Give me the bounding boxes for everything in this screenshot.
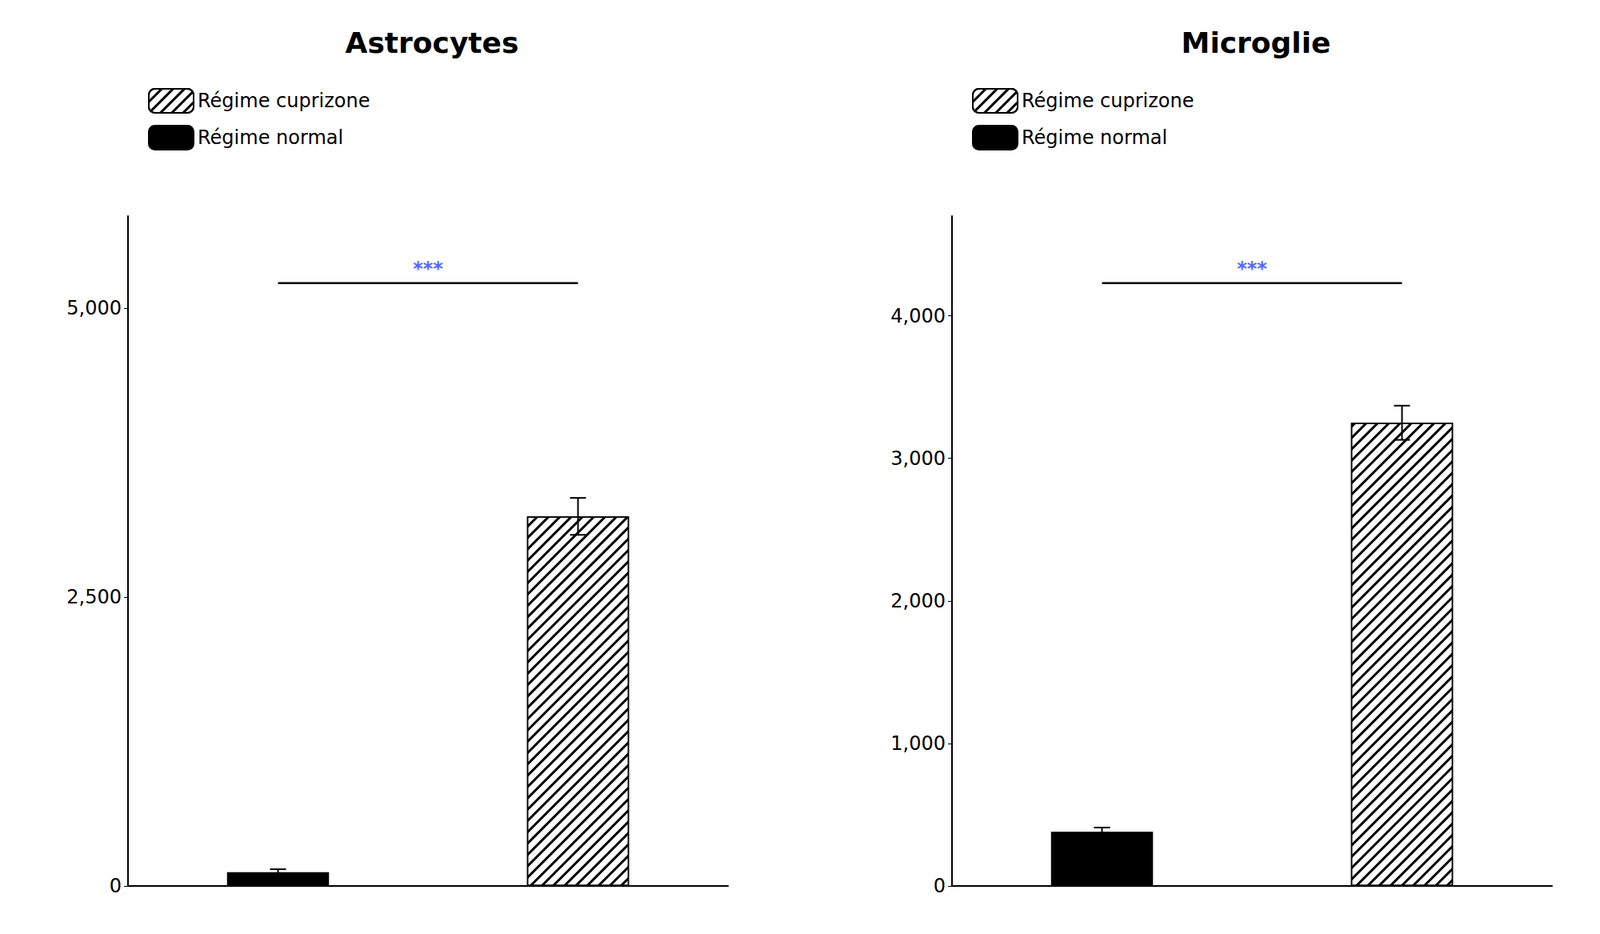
svg-text:0: 0: [933, 874, 946, 897]
svg-text:2,000: 2,000: [890, 589, 946, 612]
svg-text:Régime normal: Régime normal: [1021, 126, 1168, 149]
svg-text:Régime normal: Régime normal: [197, 126, 344, 149]
svg-text:Astrocytes: Astrocytes: [345, 26, 520, 60]
svg-text:Régime cuprizone: Régime cuprizone: [197, 89, 370, 112]
svg-text:3,000: 3,000: [890, 447, 946, 470]
svg-text:2,500: 2,500: [66, 585, 122, 608]
svg-text:1,000: 1,000: [890, 732, 946, 755]
svg-text:4,000: 4,000: [890, 304, 946, 328]
svg-text:Microglie: Microglie: [1181, 26, 1332, 60]
svg-text:0: 0: [109, 874, 122, 897]
svg-text:***: ***: [1236, 257, 1268, 280]
svg-text:5,000: 5,000: [66, 296, 122, 320]
svg-text:Régime cuprizone: Régime cuprizone: [1021, 89, 1194, 112]
svg-text:***: ***: [412, 257, 444, 280]
